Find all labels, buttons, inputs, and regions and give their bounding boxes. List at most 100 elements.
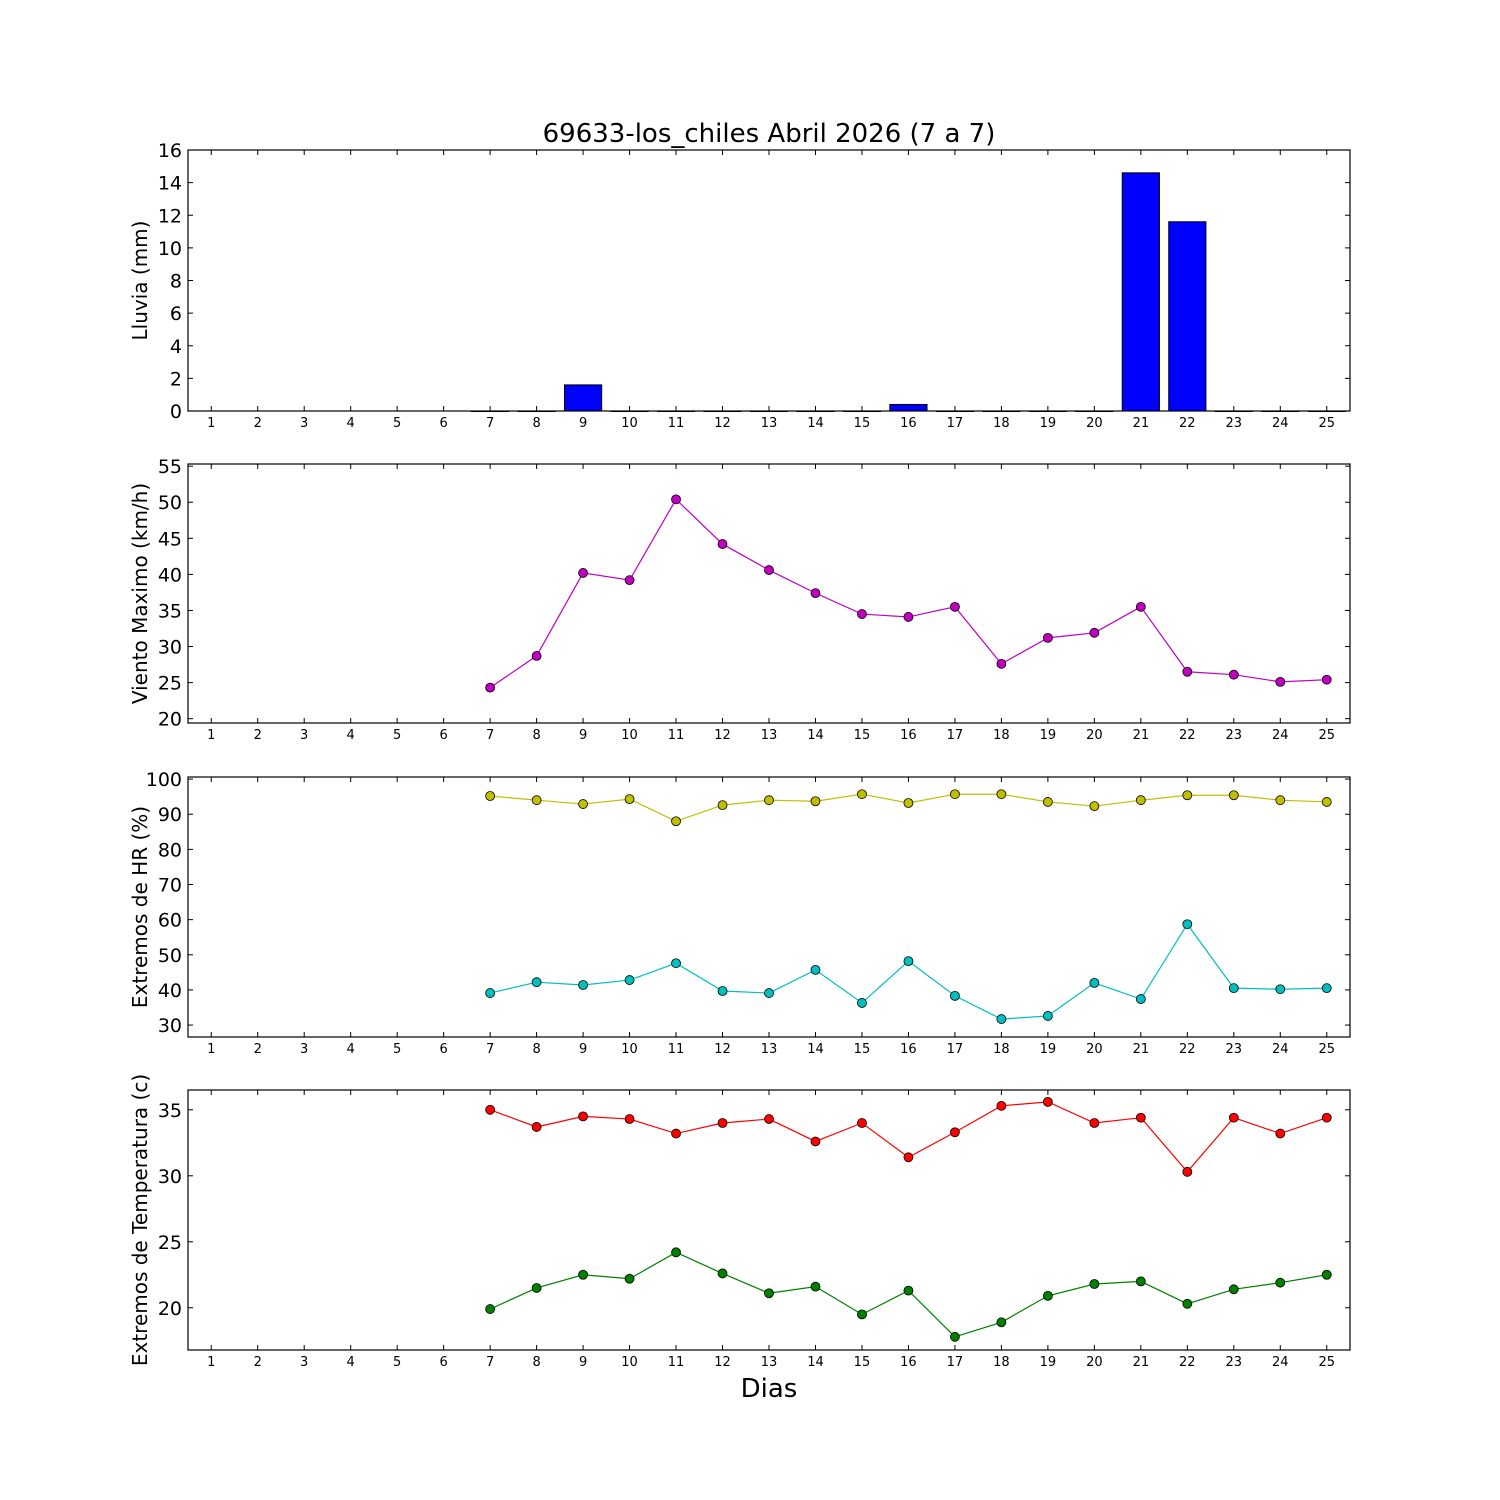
data-point-day-15	[857, 1309, 867, 1320]
x-tick-label: 24	[1272, 1355, 1289, 1370]
x-tick-label: 1	[207, 1042, 215, 1057]
x-tick-label: 20	[1086, 416, 1103, 431]
y-tick-label: 30	[158, 1166, 182, 1188]
y-tick-label: 50	[158, 945, 182, 967]
data-point-day-20	[1089, 1118, 1100, 1128]
y-tick-label: 35	[158, 1100, 182, 1122]
data-point-day-19	[1042, 1096, 1053, 1107]
x-tick-label: 8	[532, 1355, 540, 1370]
data-point-day-10	[624, 1114, 635, 1124]
x-tick-label: 2	[254, 728, 262, 743]
x-tick-label: 25	[1318, 416, 1335, 431]
x-tick-label: 16	[900, 728, 917, 743]
data-point-day-12	[717, 1118, 728, 1128]
data-point-day-23	[1228, 1284, 1239, 1295]
x-tick-label: 10	[621, 1355, 638, 1370]
data-point-day-23	[1228, 1112, 1239, 1123]
x-tick-label: 1	[207, 728, 215, 743]
y-tick-label: 70	[158, 875, 182, 897]
x-tick-label: 13	[761, 416, 778, 431]
axes-frame	[187, 776, 1351, 1038]
data-point-day-17	[950, 1331, 960, 1342]
y-axis-label: Extremos de HR (%)	[128, 806, 152, 1008]
data-point-day-9	[578, 980, 588, 990]
data-point-day-20	[1089, 801, 1100, 812]
y-tick-label: 25	[158, 1232, 182, 1254]
data-point-day-15	[857, 609, 867, 619]
x-tick-label: 21	[1133, 728, 1150, 743]
data-point-day-8	[531, 1122, 542, 1132]
x-tick-label: 4	[347, 728, 355, 743]
panel-1: 1 2 3 4 5 6 7 8 9 10 11 12 13 14 15 16 17 18 19 20 21 22 23 24 2…	[128, 140, 1351, 431]
x-tick-label: 25	[1318, 728, 1335, 743]
x-tick-label: 23	[1226, 1355, 1243, 1370]
data-point-day-13	[764, 565, 774, 575]
rain-bar-day-21	[1121, 172, 1160, 412]
rain-bar-day-9	[563, 384, 603, 412]
x-tick-label: 11	[668, 1355, 685, 1370]
x-tick-label: 11	[668, 728, 685, 743]
y-axis-label: Lluvia (mm)	[128, 221, 152, 341]
data-point-day-9	[578, 1111, 588, 1122]
x-tick-label: 6	[439, 1355, 447, 1370]
x-tick-label: 20	[1086, 728, 1103, 743]
data-point-day-25	[1321, 797, 1332, 807]
data-point-day-15	[857, 1118, 867, 1128]
y-tick-label: 25	[158, 673, 182, 695]
y-tick-label: 50	[158, 492, 182, 514]
data-point-day-16	[903, 1152, 914, 1163]
data-point-day-10	[624, 575, 635, 586]
data-point-day-18	[996, 1317, 1007, 1328]
y-tick-label: 0	[170, 401, 182, 423]
data-point-day-7	[485, 1304, 496, 1314]
series-line-1	[489, 498, 1327, 689]
y-tick-label: 4	[170, 336, 182, 358]
data-point-day-16	[903, 798, 914, 808]
x-tick-label: 3	[300, 1355, 308, 1370]
x-tick-label: 20	[1086, 1042, 1103, 1057]
x-tick-label: 9	[579, 728, 587, 743]
data-point-day-9	[578, 1269, 588, 1280]
y-tick-label: 16	[158, 140, 182, 162]
x-tick-label: 12	[714, 1042, 731, 1057]
y-tick-label: 30	[158, 637, 182, 659]
x-tick-label: 13	[761, 1355, 778, 1370]
x-tick-label: 5	[393, 1042, 401, 1057]
data-point-day-7	[485, 791, 496, 801]
x-tick-label: 8	[532, 1042, 540, 1057]
data-point-day-21	[1135, 1276, 1146, 1287]
y-tick-label: 40	[158, 980, 182, 1002]
data-point-day-22	[1182, 1166, 1193, 1177]
data-point-day-25	[1321, 674, 1332, 685]
x-tick-label: 6	[439, 1042, 447, 1057]
x-tick-label: 7	[486, 728, 494, 743]
y-tick-label: 2	[170, 368, 182, 390]
x-tick-label: 14	[807, 1042, 824, 1057]
data-point-day-25	[1321, 983, 1332, 994]
data-point-day-11	[671, 958, 681, 969]
x-tick-label: 7	[486, 1355, 494, 1370]
x-tick-label: 15	[854, 416, 871, 431]
axes-frame	[187, 149, 1351, 412]
x-tick-label: 1	[207, 1355, 215, 1370]
data-point-day-24	[1275, 984, 1286, 995]
data-point-day-18	[996, 1100, 1007, 1111]
data-point-day-24	[1275, 1277, 1286, 1288]
x-tick-label: 9	[579, 1355, 587, 1370]
x-tick-label: 23	[1226, 728, 1243, 743]
data-point-day-19	[1042, 1290, 1053, 1301]
data-point-day-20	[1089, 977, 1100, 988]
x-tick-label: 3	[300, 416, 308, 431]
data-point-day-14	[810, 1136, 821, 1147]
data-point-day-24	[1275, 676, 1286, 687]
axes-frame	[187, 1089, 1351, 1351]
y-tick-label: 80	[158, 839, 182, 861]
data-point-day-15	[857, 789, 867, 800]
data-point-day-8	[531, 977, 542, 988]
x-tick-label: 2	[254, 1355, 262, 1370]
chart-title: 69633-los_chiles Abril 2026 (7 a 7)	[543, 119, 996, 149]
data-point-day-21	[1135, 601, 1146, 612]
data-point-day-18	[996, 789, 1007, 800]
x-tick-label: 19	[1040, 1355, 1057, 1370]
